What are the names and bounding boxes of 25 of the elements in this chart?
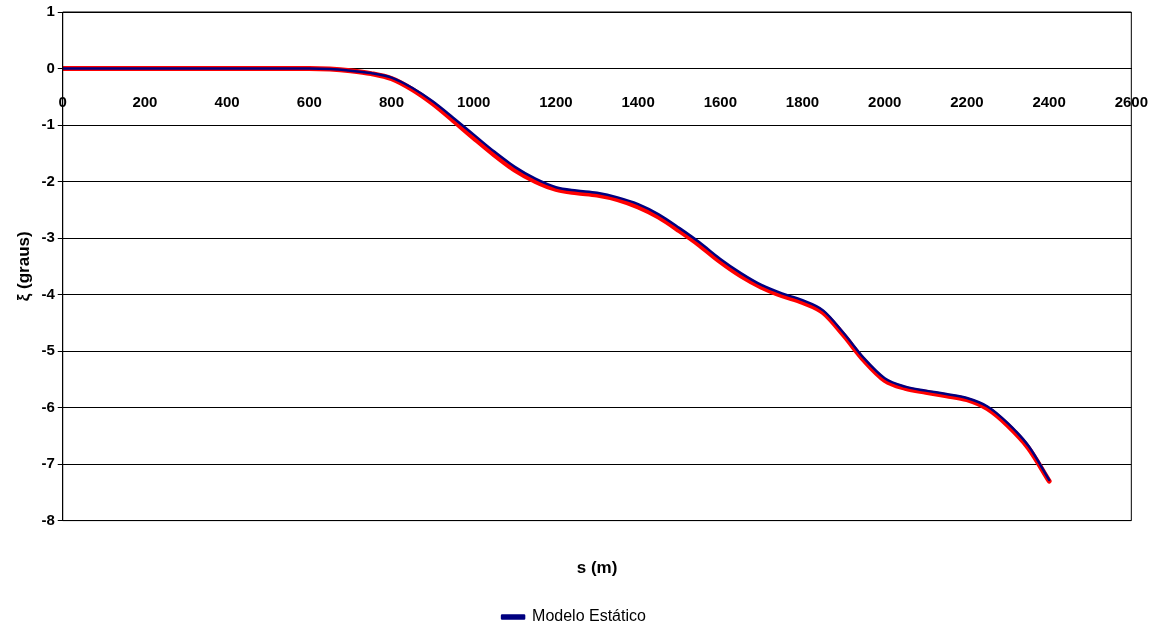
y-tick-label: -3 [41, 228, 55, 246]
x-axis-title: s (m) [576, 558, 618, 578]
y-tick-label: -6 [41, 397, 55, 415]
y-tick-label: -8 [41, 510, 55, 528]
x-tick-label: 1000 [457, 92, 491, 110]
x-tick-label: 1400 [621, 92, 655, 110]
y-axis-title: ξ (graus) [13, 231, 33, 302]
legend-label: Modelo Estático [532, 607, 647, 625]
x-tick-label: 200 [132, 92, 158, 110]
x-tick-label: 1600 [703, 92, 738, 110]
x-tick-label: 2000 [868, 92, 902, 110]
y-tick-label: -1 [41, 115, 55, 133]
y-tick-label: -5 [41, 341, 55, 359]
y-tick-label: -7 [41, 454, 55, 472]
y-tick-label: -2 [41, 171, 55, 189]
x-tick-label: 1200 [539, 92, 573, 110]
y-tick-label: 1 [46, 2, 55, 20]
x-tick-label: 800 [379, 92, 405, 110]
x-tick-label: 600 [296, 92, 322, 110]
x-tick-label: 2200 [950, 92, 984, 110]
x-tick-label: 2400 [1032, 92, 1066, 110]
y-tick-label: -4 [41, 284, 56, 302]
y-tick-label: 0 [46, 58, 55, 76]
x-tick-label: 400 [214, 92, 240, 110]
x-tick-label: 1800 [785, 92, 820, 110]
